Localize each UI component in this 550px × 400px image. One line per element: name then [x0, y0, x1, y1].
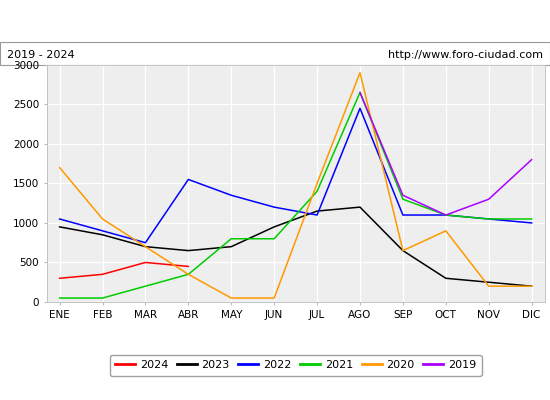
- Legend: 2024, 2023, 2022, 2021, 2020, 2019: 2024, 2023, 2022, 2021, 2020, 2019: [109, 355, 482, 376]
- Text: http://www.foro-ciudad.com: http://www.foro-ciudad.com: [388, 50, 543, 60]
- Text: 2019 - 2024: 2019 - 2024: [7, 50, 74, 60]
- Text: Evolucion Nº Turistas Nacionales en el municipio de La Fueva: Evolucion Nº Turistas Nacionales en el m…: [63, 15, 487, 29]
